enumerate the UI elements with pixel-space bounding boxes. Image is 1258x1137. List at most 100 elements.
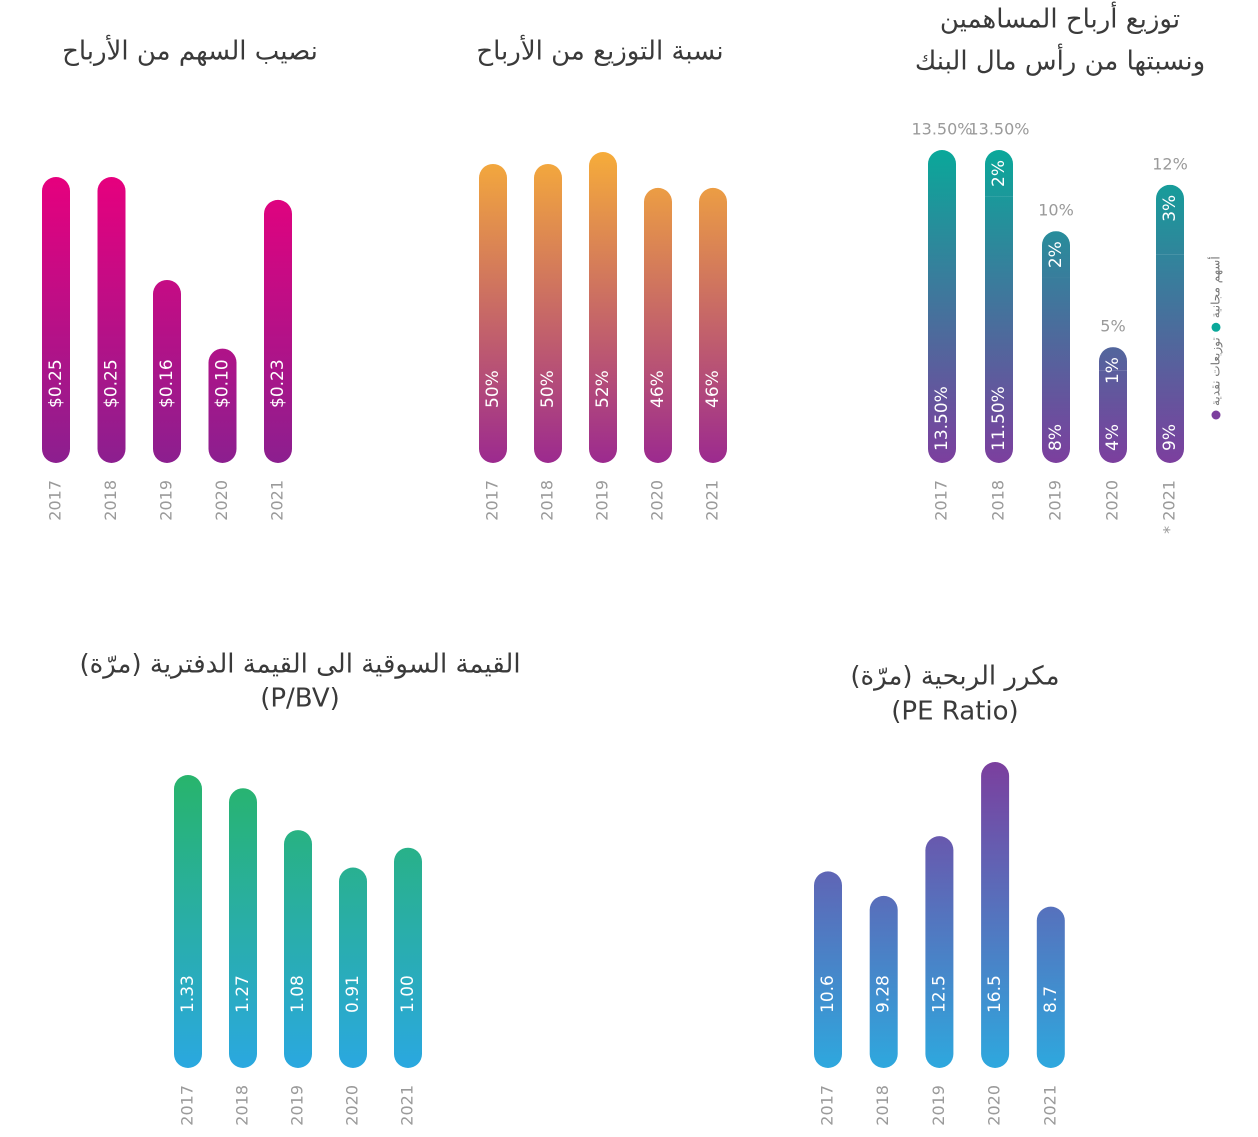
value-label: 16.5 [985,975,1005,1013]
value-label: 1% [1103,357,1123,384]
value-label: 9% [1160,424,1180,451]
value-label: 1.27 [233,975,253,1013]
total-label: 13.50% [911,120,972,139]
bar [644,187,672,463]
legend-label: توزيعات نقدية [1209,337,1224,406]
bar-segment [1099,347,1127,371]
legend-marker [1211,322,1221,332]
x-tick-label: 2020 [343,1085,362,1126]
x-tick-label: 2021 [1040,1085,1059,1126]
total-label: 10% [1038,201,1074,220]
value-label: 13.50% [932,386,952,451]
value-label: $0.25 [102,359,122,408]
x-tick-label: 2017 [46,480,65,521]
x-tick-label: 2019 [1046,480,1065,521]
total-label: 13.50% [968,120,1029,139]
value-label: 12.5 [929,975,949,1013]
value-label: 2% [989,160,1009,187]
chart-title: نسبة التوزيع من الأرباح [476,34,723,67]
x-tick-label: 2020 [212,480,231,521]
x-tick-label: 2019 [593,480,612,521]
value-label: 0.91 [343,975,363,1013]
x-tick-label: 2020 [1103,480,1122,521]
chart-title: مكرر الربحية (مرّة) [850,662,1059,692]
bar [153,279,181,463]
value-label: $0.23 [268,359,288,408]
value-label: 3% [1160,195,1180,222]
x-tick-label: 2017 [932,480,951,521]
value-label: 1.08 [288,975,308,1013]
bar-segment [985,150,1013,197]
value-label: 8% [1046,424,1066,451]
value-label: 50% [538,370,558,408]
legend: توزيعات نقدية أسهم مجانية [1208,256,1224,420]
value-label: 9.28 [874,975,894,1013]
total-label: 12% [1152,154,1188,173]
x-tick-label: 2021 [268,480,287,521]
bar [699,187,727,463]
bar-segment [1099,370,1127,463]
bar [814,871,842,1068]
chart-title: (PE Ratio) [891,697,1018,727]
bar [479,163,507,463]
x-tick-label: 2019 [157,480,176,521]
value-label: 8.7 [1041,986,1061,1013]
bar [174,775,202,1068]
bar [1036,906,1065,1068]
total-label: 5% [1100,317,1125,336]
bar-segment [1156,254,1184,463]
value-label: $0.16 [157,359,177,408]
value-label: 46% [648,370,668,408]
chart-title: توزيع أرباح المساهمين [940,1,1180,35]
value-label: 4% [1103,424,1123,451]
bar [981,762,1010,1068]
x-tick-label: 2021 [703,480,722,521]
x-tick-label: 2018 [233,1085,252,1126]
bar [229,788,257,1068]
bar [534,163,562,463]
x-tick-label: 2021 [398,1085,417,1126]
value-label: 2% [1046,241,1066,268]
value-label: 52% [593,370,613,408]
x-tick-label: 2019 [288,1085,307,1126]
bar [284,830,312,1068]
bar [925,836,954,1068]
bar [264,199,292,463]
x-tick-label: 2020 [985,1085,1004,1126]
bar-segment [1042,231,1070,278]
bar-segment [928,150,956,463]
value-label: 10.6 [818,975,838,1013]
bar [869,895,898,1068]
chart-title: نصيب السهم من الأرباح [62,34,318,67]
x-tick-label: 2020 [648,480,667,521]
value-label: 50% [483,370,503,408]
bar [589,152,617,463]
bar-segment [1042,277,1070,463]
legend-marker [1211,410,1221,420]
value-label: $0.10 [213,359,233,408]
bar [339,867,367,1068]
chart-title: القيمة السوقية الى القيمة الدفترية (مرّة… [79,650,520,680]
bar-segment [985,196,1013,463]
value-label: 11.50% [989,386,1009,451]
bar [42,177,70,463]
x-tick-label: 2018 [538,480,557,521]
value-label: 1.00 [398,975,418,1013]
x-tick-label: 2018 [101,480,120,521]
x-tick-label: * 2021 [1160,480,1179,534]
x-tick-label: 2017 [818,1085,837,1126]
value-label: $0.25 [46,359,66,408]
x-tick-label: 2018 [873,1085,892,1126]
value-label: 46% [703,370,723,408]
x-tick-label: 2019 [929,1085,948,1126]
legend-label: أسهم مجانية [1208,256,1223,318]
x-tick-label: 2017 [178,1085,197,1126]
bar-segment [1156,184,1184,255]
bar [208,348,237,463]
bar [97,177,126,463]
value-label: 1.33 [178,975,198,1013]
chart-title: (P/BV) [260,684,340,714]
bar [394,847,422,1068]
chart-title: ونسبتها من رأس مال البنك [915,43,1205,77]
